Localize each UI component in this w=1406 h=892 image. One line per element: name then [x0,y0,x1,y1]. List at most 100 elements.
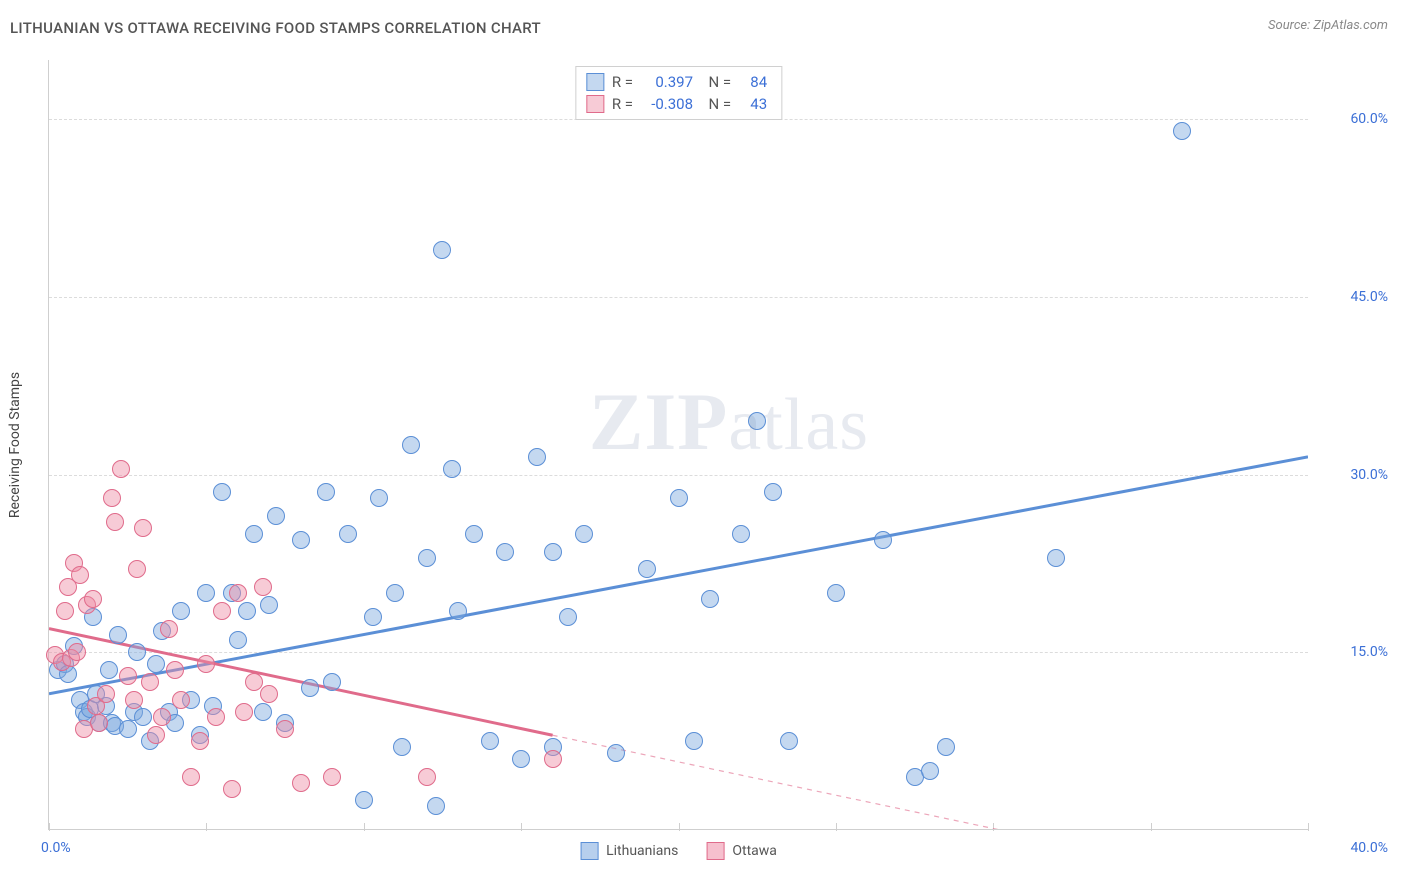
data-point [109,626,127,644]
legend-swatch [706,842,724,860]
data-point [449,602,467,620]
data-point [134,708,152,726]
data-point [197,655,215,673]
legend-n-label: N = [701,93,731,115]
gridline [49,475,1308,476]
data-point [292,774,310,792]
data-point [223,780,241,798]
data-point [229,631,247,649]
data-point [112,460,130,478]
data-point [229,584,247,602]
legend-label: Lithuanians [606,843,678,859]
data-point [125,691,143,709]
data-point [427,797,445,815]
data-point [301,679,319,697]
data-point [827,584,845,602]
data-point [481,732,499,750]
data-point [317,483,335,501]
data-point [254,703,272,721]
data-point [260,685,278,703]
data-point [207,708,225,726]
data-point [528,448,546,466]
chart-source: Source: ZipAtlas.com [1268,18,1388,33]
data-point [106,513,124,531]
data-point [780,732,798,750]
data-point [607,744,625,762]
data-point [1173,122,1191,140]
data-point [323,673,341,691]
stats-legend-row: R = 0.397 N = 84 [586,71,767,93]
data-point [147,655,165,673]
chart-title: LITHUANIAN VS OTTAWA RECEIVING FOOD STAM… [10,19,541,37]
data-point [937,738,955,756]
data-point [1047,549,1065,567]
legend-n-label: N = [701,71,731,93]
data-point [97,685,115,703]
data-point [685,732,703,750]
data-point [166,661,184,679]
data-point [128,643,146,661]
y-tick-label: 30.0% [1318,467,1388,483]
data-point [172,691,190,709]
x-tick [1308,823,1309,831]
legend-swatch [586,73,604,91]
data-point [292,531,310,549]
y-tick-label: 15.0% [1318,644,1388,660]
data-point [418,549,436,567]
data-point [100,661,118,679]
data-point [172,602,190,620]
x-axis-min-label: 0.0% [41,840,71,856]
data-point [128,560,146,578]
legend-r-label: R = [612,71,633,93]
data-point [245,525,263,543]
data-point [386,584,404,602]
gridline [49,652,1308,653]
data-point [339,525,357,543]
legend-n-value: 84 [739,71,767,93]
scatter-chart: Receiving Food Stamps 15.0%30.0%45.0%60.… [48,60,1308,830]
data-point [103,489,121,507]
data-point [276,720,294,738]
data-point [544,750,562,768]
data-point [119,720,137,738]
gridline [49,297,1308,298]
legend-r-value: 0.397 [641,71,693,93]
data-point [559,608,577,626]
x-axis-max-label: 40.0% [1318,840,1388,856]
data-point [370,489,388,507]
data-point [84,590,102,608]
data-point [323,768,341,786]
series-legend: Lithuanians Ottawa [580,842,777,860]
data-point [418,768,436,786]
data-point [254,578,272,596]
data-point [748,412,766,430]
data-point [402,436,420,454]
legend-r-label: R = [612,93,633,115]
y-tick-label: 60.0% [1318,111,1388,127]
data-point [197,584,215,602]
legend-item: Lithuanians [580,842,678,860]
legend-swatch [586,95,604,113]
data-point [153,708,171,726]
data-point [260,596,278,614]
data-point [670,489,688,507]
data-point [921,762,939,780]
data-point [141,673,159,691]
data-point [182,768,200,786]
data-point [68,643,86,661]
data-point [235,703,253,721]
data-point [732,525,750,543]
data-point [443,460,461,478]
data-point [764,483,782,501]
data-point [191,732,209,750]
data-point [355,791,373,809]
data-point [213,483,231,501]
data-point [71,566,89,584]
legend-label: Ottawa [732,843,777,859]
data-point [119,667,137,685]
trend-line-dashed [553,735,1308,830]
legend-item: Ottawa [706,842,777,860]
data-point [238,602,256,620]
data-point [160,620,178,638]
y-axis-title: Receiving Food Stamps [7,372,23,518]
